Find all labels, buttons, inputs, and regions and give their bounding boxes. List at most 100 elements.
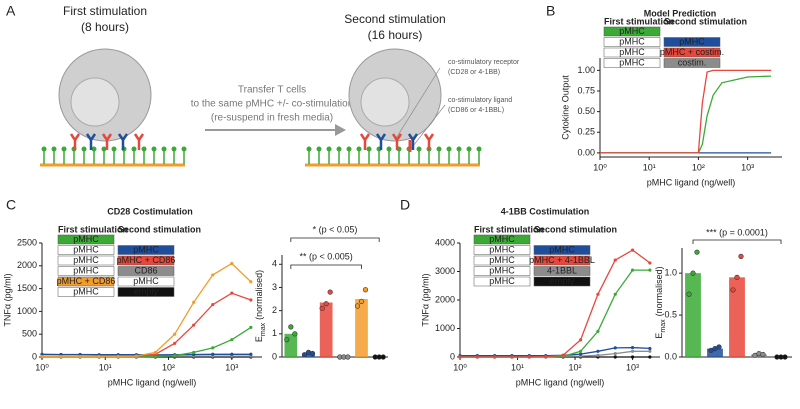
legend-cell [117,266,175,276]
legend-cell [473,255,531,266]
legend-cell [473,276,531,287]
data-point [153,354,158,359]
data-point [648,355,652,359]
data-point [249,280,253,284]
y-tick-label: 0.0 [664,351,677,361]
legend-cell [117,287,175,297]
replicate-point [354,303,361,309]
pmhc-head [91,146,97,152]
replicate-point [690,270,696,276]
legend-cell [117,276,175,287]
data-point [630,355,635,359]
receptor [117,133,129,150]
legend-text: pMHC [679,37,705,47]
x-tick-label: 10² [569,362,582,372]
pmhc-head [101,146,107,152]
y-tick-label: 1.0 [664,268,677,278]
data-point [40,354,44,359]
pmhc-head [151,146,157,152]
arrow-head [335,124,346,136]
transfer-text: Transfer T cells [238,85,306,96]
receptor [69,133,81,150]
data-point [630,345,635,350]
data-point [97,354,101,359]
bar [319,302,333,357]
data-point [192,350,196,355]
pmhc-head [171,146,177,152]
transfer-text: (re-suspend in fresh media) [211,113,333,124]
significance-bracket [290,264,362,269]
legend-text: pMHC [133,245,159,255]
data-point [493,355,497,359]
diagram-title: Second stimulation [344,12,445,26]
legend-cell [603,26,661,37]
legend-cell [533,245,591,255]
data-point [630,248,635,252]
x-tick-label: 10² [692,162,705,172]
replicate-point [309,350,316,357]
legend-cell [603,37,661,47]
y-tick-label: 0.75 [577,85,595,95]
data-point [596,349,600,353]
legend-header: Second stimulation [534,224,617,234]
data-point [78,354,82,359]
data-point [211,346,215,350]
legend-text: pMHC [489,266,515,276]
replicate-point [288,324,294,330]
series-line [42,292,252,358]
data-point [579,352,583,356]
replicate-point [694,249,700,255]
x-axis-label: pMHC ligand (ng/well) [108,377,197,387]
data-point [59,354,63,359]
replicate-point [358,298,365,304]
data-point [510,355,514,359]
series-line [42,262,252,358]
legend-text: pMHC [73,287,99,297]
data-point [211,352,215,356]
y-axis-label: Emax (normalised) [254,270,266,342]
legend-cell [57,276,115,287]
replicate-point [362,287,369,293]
y-tick-label: 1500 [17,283,37,293]
data-point [173,354,177,358]
pmhc-head [356,146,362,152]
data-point [613,346,617,350]
legend-cell [117,245,175,255]
data-point [613,355,617,359]
y-label-rest: (normalised) [254,270,264,320]
receptor [391,133,403,150]
data-point [596,329,600,333]
series-line [460,346,650,357]
y-tick-label: 2 [272,305,277,315]
legend-text: pMHC [619,37,645,47]
pmhc-head [61,146,67,152]
cell [58,48,446,151]
legend-text: pMHC [133,276,159,286]
data-point [544,355,548,359]
significance-bracket [290,237,380,242]
x-tick-label: 10³ [626,362,639,372]
pmhc-head [111,146,117,152]
data-point [596,353,600,357]
legend-text: pMHC + costim. [660,47,724,57]
legend-cell [533,255,591,266]
legend-cell [57,234,115,245]
y-axis-label: Cytokine Output [560,75,570,140]
legend-text: pMHC [619,58,645,68]
series-line [42,326,252,358]
bar [707,348,723,357]
replicate-point [730,287,736,293]
data-point [249,352,253,356]
pmhc-head [131,146,137,152]
diagram-duration: (16 hours) [368,28,423,42]
x-axis-label: pMHC ligand (ng/well) [516,377,605,387]
data-point [173,341,177,345]
x-tick-label: 10¹ [511,362,524,372]
legend-text: pMHC + CD86 [117,255,176,265]
chart-title: CD28 Costimulation [107,206,193,216]
replicate-point [345,354,351,360]
panel-label: B [546,3,555,19]
data-point [561,353,565,357]
replicate-point [327,289,333,295]
x-tick-label: 10² [162,362,175,372]
